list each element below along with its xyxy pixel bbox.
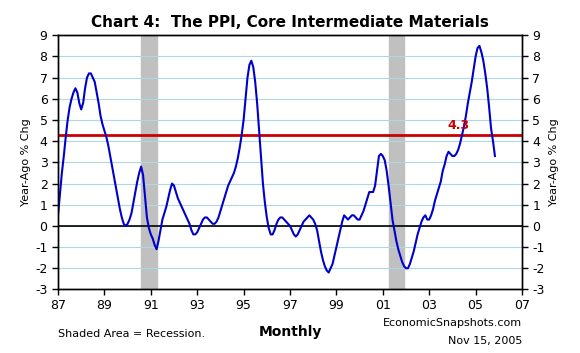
Bar (389, 35, 404, 289)
Title: Chart 4:  The PPI, Core Intermediate Materials: Chart 4: The PPI, Core Intermediate Mate… (91, 15, 489, 30)
Text: Monthly: Monthly (258, 325, 322, 339)
Text: 4.3: 4.3 (448, 119, 470, 132)
Y-axis label: Year-Ago % Chg: Year-Ago % Chg (549, 119, 559, 206)
Text: EconomicSnapshots.com: EconomicSnapshots.com (383, 318, 522, 328)
Bar (141, 35, 157, 289)
Text: Shaded Area = Recession.: Shaded Area = Recession. (58, 329, 205, 339)
Y-axis label: Year-Ago % Chg: Year-Ago % Chg (21, 119, 31, 206)
Text: Nov 15, 2005: Nov 15, 2005 (448, 336, 522, 346)
